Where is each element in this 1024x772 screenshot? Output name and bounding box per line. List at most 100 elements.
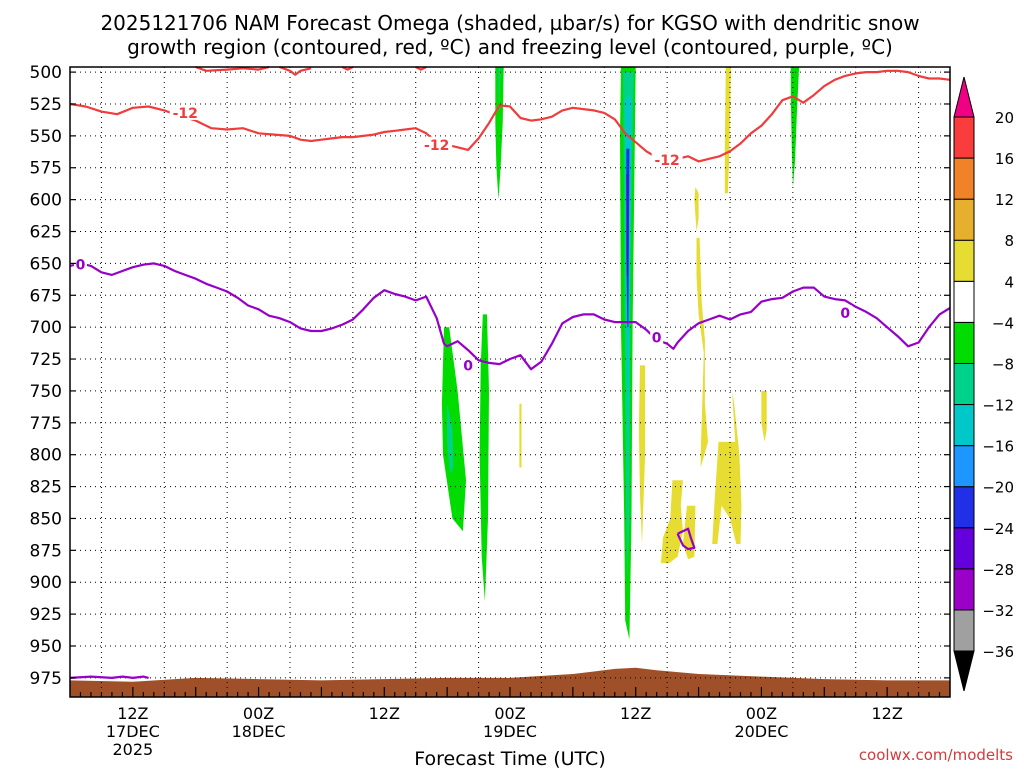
terrain-fill <box>70 667 950 697</box>
y-tick-label: 950 <box>30 637 62 657</box>
y-tick-label: 550 <box>30 127 62 147</box>
colorbar-box <box>953 321 975 364</box>
omega-region <box>724 67 731 194</box>
x-tick-label: 19DEC <box>483 722 537 741</box>
contour-line <box>341 66 354 71</box>
contour-label: 0 <box>76 258 86 274</box>
chart-title-line1: 2025121706 NAM Forecast Omega (shaded, µ… <box>100 11 919 35</box>
contour-label-bg <box>169 104 201 120</box>
contour-line <box>415 66 427 71</box>
y-tick-label: 825 <box>30 478 62 498</box>
contour-layer: -12 -12 -12 0 0 0 0 <box>69 65 951 680</box>
x-tick-label: 17DEC <box>106 722 160 741</box>
plot-frame <box>69 66 951 698</box>
contour-label-bg <box>650 329 664 345</box>
colorbar-box <box>953 609 975 652</box>
y-tick-label: 900 <box>30 573 62 593</box>
contour-label: 0 <box>463 358 473 374</box>
omega-region <box>638 365 646 544</box>
colorbar-label: −4 <box>992 314 1014 332</box>
colorbar-label: −12 <box>982 397 1014 415</box>
y-tick-label: 750 <box>30 382 62 402</box>
colorbar-label: −36 <box>982 643 1014 661</box>
x-tick-label: 2025 <box>112 740 153 759</box>
colorbar-over-arrow <box>953 76 975 118</box>
y-tick-label: 700 <box>30 318 62 338</box>
colorbar-box <box>953 116 975 159</box>
x-tick-label: 12Z <box>117 704 148 723</box>
chart-title-line2: growth region (contoured, red, ºC) and f… <box>127 35 893 59</box>
x-tick-label: 00Z <box>243 704 274 723</box>
grid-layer <box>70 67 950 697</box>
omega-region <box>519 403 522 468</box>
colorbar-box <box>953 362 975 406</box>
contour-label: 0 <box>652 330 662 346</box>
x-tick-label: 18DEC <box>232 722 286 741</box>
colorbar-box <box>953 280 975 323</box>
colorbar-label: −32 <box>982 602 1014 620</box>
contour-label-bg <box>73 256 87 272</box>
colorbar-box <box>953 157 975 200</box>
axes-layer: 500 525 550 575 600 625 650 675 700 725 750 775 800 8… <box>30 63 951 759</box>
terrain-layer <box>70 667 950 697</box>
y-tick-label: 500 <box>30 63 62 83</box>
omega-region <box>626 174 629 277</box>
x-tick-label: 00Z <box>746 704 777 723</box>
omega-region <box>660 480 683 564</box>
y-tick-label: 775 <box>30 414 62 434</box>
x-tick-label: 20DEC <box>734 722 788 741</box>
y-tick-label: 875 <box>30 541 62 561</box>
y-tick-label: 850 <box>30 509 62 529</box>
contour-label: 0 <box>840 306 850 322</box>
omega-shading-layer <box>441 67 800 640</box>
contour-line <box>69 262 951 371</box>
y-tick-label: 625 <box>30 223 62 243</box>
omega-region <box>495 67 504 200</box>
colorbar-label: −16 <box>982 438 1014 456</box>
omega-region <box>790 67 800 187</box>
contour-label: -12 <box>424 138 449 154</box>
y-tick-label: 800 <box>30 446 62 466</box>
y-tick-label: 600 <box>30 191 62 211</box>
contour-label: -12 <box>654 153 679 169</box>
x-tick-label: 12Z <box>620 704 651 723</box>
contour-line <box>69 69 951 163</box>
colorbar: 20 16 12 8 4 −4 −8 −12 −16 −20 −24 −28 −32 −36 <box>953 76 1014 692</box>
omega-region <box>712 390 742 544</box>
contour-line <box>676 527 696 551</box>
colorbar-label: −24 <box>982 520 1014 538</box>
colorbar-label: 8 <box>1004 232 1014 250</box>
y-tick-label: 650 <box>30 254 62 274</box>
colorbar-box <box>953 486 975 529</box>
y-tick-label: 525 <box>30 95 62 115</box>
colorbar-under-arrow <box>953 650 975 692</box>
colorbar-label: 20 <box>995 109 1014 127</box>
colorbar-box <box>953 445 975 488</box>
x-axis-label: Forecast Time (UTC) <box>414 748 605 768</box>
colorbar-label: −20 <box>982 479 1014 497</box>
y-tick-label: 675 <box>30 286 62 306</box>
omega-region <box>447 403 454 474</box>
x-tick-label: 12Z <box>369 704 400 723</box>
contour-label-bg <box>838 305 852 321</box>
contour-label-bg <box>421 136 453 152</box>
omega-region <box>498 67 501 104</box>
y-tick-label: 575 <box>30 159 62 179</box>
colorbar-box <box>953 568 975 611</box>
colorbar-label: −28 <box>982 561 1014 579</box>
contour-label-bg <box>461 357 475 373</box>
contour-label-bg <box>651 152 683 168</box>
y-tick-label: 975 <box>30 669 62 689</box>
colorbar-label: 16 <box>995 150 1014 168</box>
contour-line <box>279 65 312 76</box>
colorbar-box <box>953 198 975 241</box>
x-tick-label: 12Z <box>871 704 902 723</box>
colorbar-box <box>953 239 975 282</box>
contour-line <box>195 65 270 72</box>
contour-label: -12 <box>173 106 198 122</box>
y-tick-label: 925 <box>30 605 62 625</box>
y-tick-label: 725 <box>30 350 62 370</box>
omega-region <box>479 314 489 602</box>
